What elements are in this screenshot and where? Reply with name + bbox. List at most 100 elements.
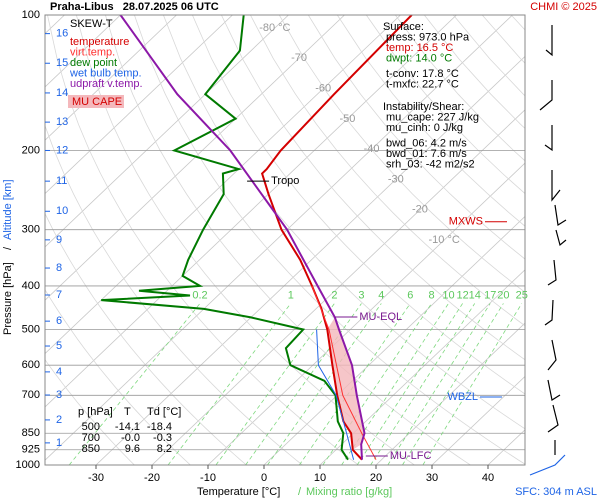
dry-adiabat — [250, 15, 525, 327]
mixing-ratio-label: 20 — [497, 289, 509, 301]
mixing-ratio-line — [422, 303, 523, 465]
y2-tick-label: 16 — [56, 28, 68, 40]
x-tick-label: 0 — [261, 472, 267, 484]
x-tick-label: 30 — [426, 472, 438, 484]
mixing-ratio-label: 17 — [484, 289, 496, 301]
table-cell: 700 — [82, 432, 100, 444]
table-cell: -18.4 — [147, 421, 172, 433]
annotation-label: Tropo — [271, 175, 299, 187]
isotherm-label: -40 — [364, 143, 380, 155]
dry-adiabat — [307, 15, 525, 260]
surface-note: SFC: 304 m ASL — [515, 486, 597, 498]
mixing-ratio-label: 12 — [456, 289, 468, 301]
isotherm — [45, 15, 401, 355]
legend-entry: wet bulb temp. — [69, 67, 142, 79]
dry-adiabat — [221, 15, 525, 361]
table-cell: -0.0 — [121, 432, 140, 444]
dry-adiabat — [336, 15, 525, 227]
isotherm-label: -60 — [315, 83, 331, 95]
y-tick-label: 1000 — [16, 459, 40, 471]
mixing-ratio-label: 8 — [429, 289, 435, 301]
isotherm — [45, 15, 233, 195]
mixing-ratio-label: 6 — [407, 289, 413, 301]
x-tick-label: -30 — [88, 472, 104, 484]
mixing-ratio-line — [267, 303, 382, 465]
x-tick-label: -20 — [144, 472, 160, 484]
y2-tick-label: 13 — [56, 116, 68, 128]
y2-tick-label: 12 — [56, 144, 68, 156]
y-tick-label: 700 — [22, 389, 40, 401]
x-tick-label: 40 — [482, 472, 494, 484]
mixing-ratio-line — [215, 303, 335, 465]
table-cell: 500 — [82, 421, 100, 433]
mixing-ratio-line — [245, 303, 362, 465]
y2-tick-label: 6 — [56, 315, 62, 327]
legend-entry: dew point — [70, 57, 117, 69]
y2-tick-label: 15 — [56, 57, 68, 69]
table-header: p [hPa] — [78, 406, 113, 418]
surface-info: press: 973.0 hPa — [386, 31, 470, 43]
isotherm — [207, 162, 525, 465]
y2-axis-label: Altitude [km] — [2, 179, 14, 240]
y-tick-label: 100 — [22, 9, 40, 21]
isotherm-label: -30 — [388, 173, 404, 185]
y-axis-label: Pressure [hPa] — [2, 262, 14, 335]
profile-line — [311, 285, 377, 460]
dry-adiabat — [278, 15, 525, 293]
y2-tick-label: 4 — [56, 366, 62, 378]
isotherm — [319, 269, 525, 465]
mixing-ratio-label: 25 — [516, 289, 528, 301]
surface-info: t-conv: 17.8 °C — [386, 68, 459, 80]
chart-title: Praha-Libus 28.07.2025 06 UTC — [50, 1, 219, 13]
y-tick-label: 400 — [22, 280, 40, 292]
isotherm-label: -50 — [339, 113, 355, 125]
isotherm-label: -70 — [291, 52, 307, 64]
x-tick-label: -10 — [200, 472, 216, 484]
y2-tick-label: 10 — [56, 205, 68, 217]
x2-axis-label: Mixing ratio [g/kg] — [306, 486, 392, 498]
diagram-label: SKEW-T — [70, 18, 113, 30]
annotation-label: MU-EQL — [359, 311, 402, 323]
isotherm — [45, 15, 177, 141]
instability-info: mu_cinh: 0 J/kg — [386, 122, 463, 134]
isotherm-label: -20 — [412, 204, 428, 216]
profile-line — [119, 15, 366, 460]
isotherm — [45, 15, 513, 461]
credit: CHMI © 2025 — [530, 1, 597, 13]
mixing-ratio-label: 10 — [442, 289, 454, 301]
y2-tick-label: 14 — [56, 87, 68, 99]
table-cell: -14.1 — [115, 421, 140, 433]
instability-info: Instability/Shear: — [383, 101, 464, 113]
cape-area — [327, 317, 365, 450]
x-tick-label: 10 — [314, 472, 326, 484]
table-cell: -0.3 — [153, 432, 172, 444]
y-tick-label: 200 — [22, 144, 40, 156]
y2-tick-label: 11 — [56, 175, 67, 187]
mixing-ratio-line — [402, 303, 504, 465]
isotherm — [151, 109, 525, 465]
y2-tick-label: 7 — [56, 289, 62, 301]
mixing-ratio-label: 2 — [331, 289, 337, 301]
x-axis-label: Temperature [°C] — [197, 486, 280, 498]
y-tick-label: 925 — [22, 444, 40, 456]
isotherm — [431, 375, 525, 465]
isotherm — [95, 55, 525, 465]
y-tick-label: 500 — [22, 323, 40, 335]
cape-box — [68, 95, 124, 108]
isotherm — [45, 15, 457, 408]
y2-tick-label: 8 — [56, 262, 62, 274]
mixing-ratio-line — [167, 303, 292, 465]
annotation-label: MXWS — [449, 216, 483, 228]
isotherm — [45, 15, 345, 301]
y2-tick-label: 2 — [56, 414, 62, 426]
table-cell: 9.6 — [125, 443, 140, 455]
instability-info: mu_cape: 227 J/kg — [386, 111, 479, 123]
y-tick-label: 300 — [22, 224, 40, 236]
mixing-ratio-label: 1 — [288, 289, 294, 301]
curves — [101, 15, 413, 461]
mixing-ratio-label: 4 — [378, 289, 384, 301]
surface-info: dwpt: 14.0 °C — [386, 52, 452, 64]
table-header: T — [124, 406, 131, 418]
